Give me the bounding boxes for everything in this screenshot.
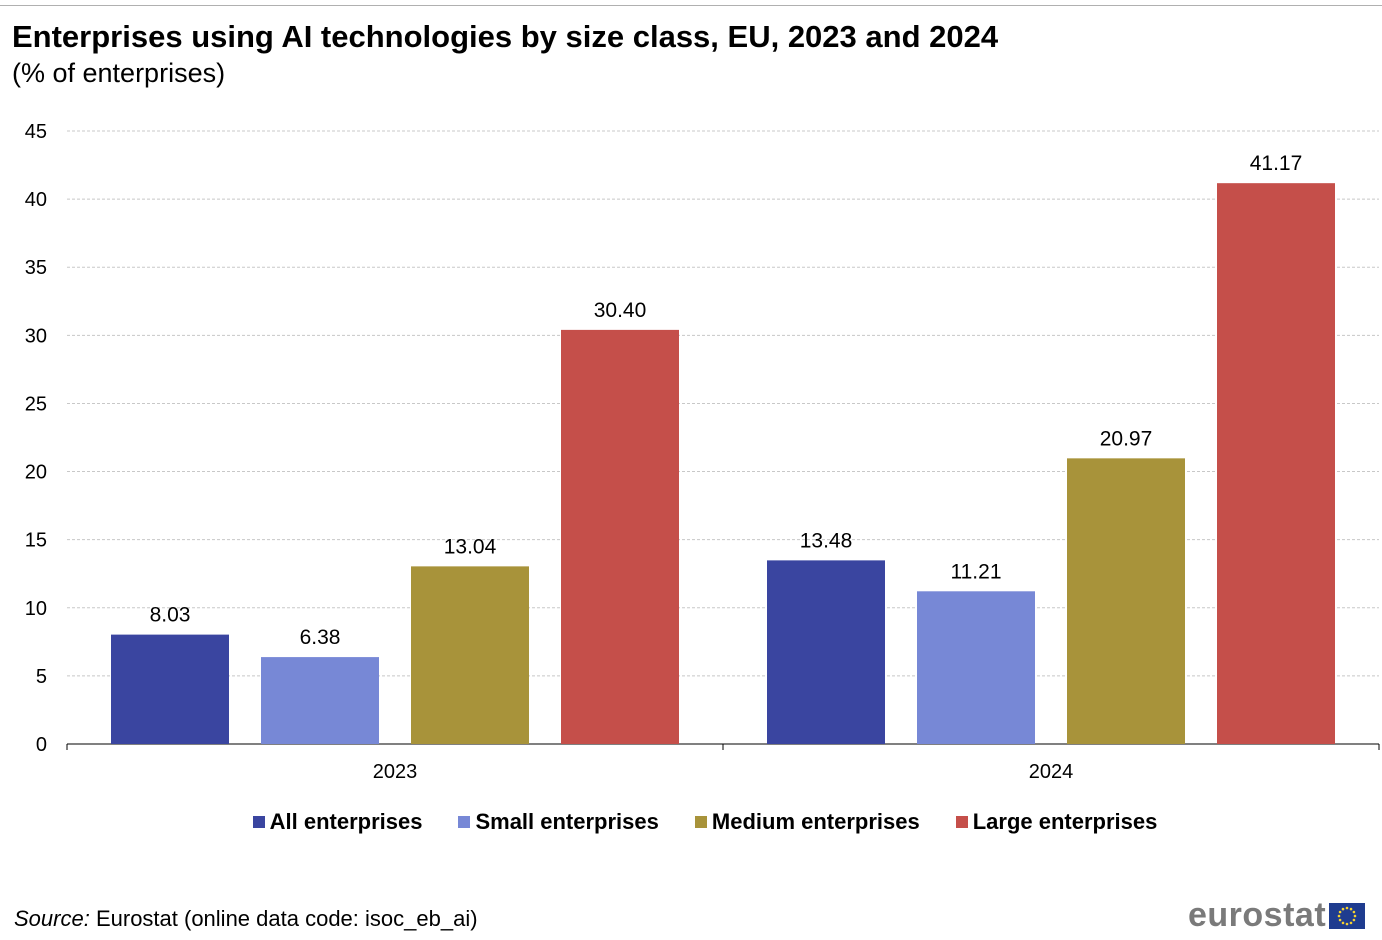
x-tick-label: 2023 xyxy=(373,761,418,783)
legend-label: Medium enterprises xyxy=(711,809,920,834)
data-label: 13.04 xyxy=(444,535,497,558)
source-label: Source: xyxy=(14,906,90,931)
legend-label: Small enterprises xyxy=(475,809,659,834)
legend-label: All enterprises xyxy=(269,809,423,834)
legend-swatch xyxy=(694,816,707,828)
y-tick-label: 25 xyxy=(25,393,47,415)
data-label: 8.03 xyxy=(150,604,191,627)
data-label: 6.38 xyxy=(300,626,341,649)
eurostat-logo: eurostat xyxy=(1188,896,1366,935)
bar xyxy=(411,566,529,744)
logo-text: eurostat xyxy=(1188,896,1327,934)
legend-item: Medium enterprises xyxy=(694,809,920,835)
y-tick-label: 10 xyxy=(25,598,47,620)
data-label: 41.17 xyxy=(1250,152,1303,175)
y-tick-label: 35 xyxy=(25,257,47,279)
legend-item: Large enterprises xyxy=(955,809,1158,835)
bar xyxy=(261,657,379,744)
data-label: 11.21 xyxy=(951,560,1002,583)
legend-item: All enterprises xyxy=(252,809,423,835)
bar xyxy=(917,591,1035,744)
legend-swatch xyxy=(458,816,471,828)
bar xyxy=(1217,183,1335,745)
chart-legend: All enterprises Small enterprises Medium e… xyxy=(0,809,1382,835)
y-tick-label: 40 xyxy=(25,189,47,211)
data-label: 13.48 xyxy=(800,529,853,552)
bar-chart: 0 5 10 15 20 25 30 35 40 45 8.03 6.38 13.04 30.40 2023… xyxy=(25,121,1380,783)
source-text: Eurostat (online data code: isoc_eb_ai) xyxy=(95,906,478,931)
legend-label: Large enterprises xyxy=(972,809,1158,834)
legend-swatch xyxy=(955,816,968,828)
bar xyxy=(767,560,885,744)
legend-item: Small enterprises xyxy=(458,809,659,835)
x-tick-label: 2024 xyxy=(1029,761,1074,783)
legend-swatch xyxy=(252,816,265,828)
y-tick-label: 30 xyxy=(25,325,47,347)
y-tick-label: 5 xyxy=(36,666,47,688)
y-tick-label: 15 xyxy=(25,530,47,552)
y-tick-label: 45 xyxy=(25,121,47,143)
top-rule xyxy=(0,5,1382,6)
bar xyxy=(1067,458,1185,744)
chart-title: Enterprises using AI technologies by siz… xyxy=(12,19,999,54)
y-tick-label: 20 xyxy=(25,462,47,484)
source-note: Source: Eurostat (online data code: isoc… xyxy=(14,906,478,932)
eu-flag-icon xyxy=(1329,902,1366,929)
data-label: 20.97 xyxy=(1100,427,1153,450)
data-label: 30.40 xyxy=(594,299,647,322)
bar xyxy=(561,329,679,744)
bar xyxy=(111,634,229,744)
chart-subtitle: (% of enterprises) xyxy=(12,58,226,88)
y-tick-label: 0 xyxy=(36,734,47,756)
